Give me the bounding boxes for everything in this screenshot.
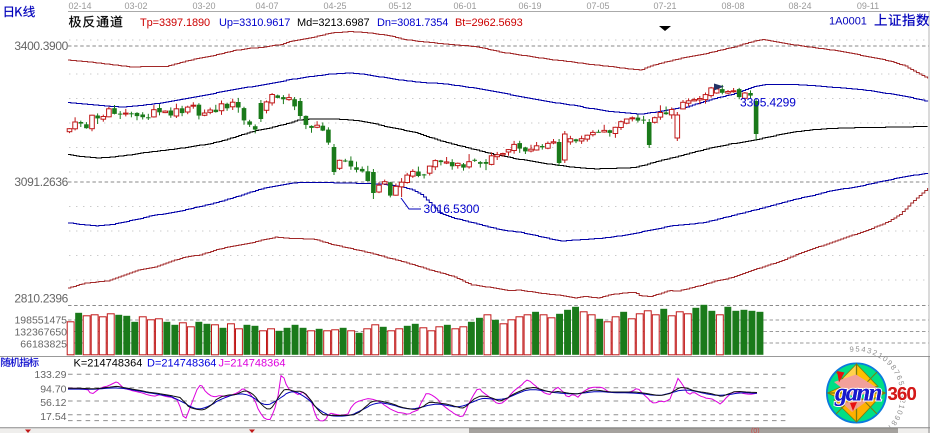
svg-text:5: 5 [855, 344, 859, 353]
svg-text:Dn=3081.7354: Dn=3081.7354 [377, 17, 448, 29]
svg-text:66183825: 66183825 [20, 339, 67, 351]
svg-text:02-14: 02-14 [68, 1, 91, 11]
svg-text:56.12: 56.12 [40, 397, 66, 409]
svg-text:K=214748364: K=214748364 [74, 358, 143, 370]
svg-text:04-25: 04-25 [323, 1, 346, 11]
svg-text:Bt=2962.5693: Bt=2962.5693 [455, 17, 523, 29]
svg-text:94.70: 94.70 [40, 384, 66, 396]
svg-text:05-12: 05-12 [388, 1, 411, 11]
svg-text:Tp=3397.1890: Tp=3397.1890 [140, 17, 210, 29]
svg-text:2810.2396: 2810.2396 [14, 292, 68, 306]
svg-text:03-20: 03-20 [192, 1, 215, 11]
svg-text:06-19: 06-19 [518, 1, 541, 11]
svg-text:09-11: 09-11 [857, 1, 879, 11]
svg-text:(0): (0) [751, 428, 760, 433]
svg-text:133.29: 133.29 [34, 369, 66, 381]
svg-text:17.54: 17.54 [40, 411, 66, 423]
svg-text:08-08: 08-08 [721, 1, 744, 11]
svg-text:07-05: 07-05 [586, 1, 609, 11]
svg-text:Md=3213.6987: Md=3213.6987 [297, 17, 370, 29]
svg-text:3091.2636: 3091.2636 [14, 175, 68, 189]
svg-text:1A0001: 1A0001 [829, 16, 867, 28]
svg-text:08-24: 08-24 [788, 1, 811, 11]
svg-text:J=214748364: J=214748364 [219, 358, 286, 370]
svg-text:Up=3310.9617: Up=3310.9617 [219, 17, 290, 29]
svg-text:06-01: 06-01 [453, 1, 476, 11]
svg-text:03-02: 03-02 [124, 1, 147, 11]
svg-text:D=214748364: D=214748364 [147, 358, 216, 370]
svg-text:3305.4299: 3305.4299 [740, 96, 796, 110]
svg-text:gann: gann [834, 380, 882, 407]
svg-text:132367650: 132367650 [14, 327, 67, 339]
svg-text:360: 360 [888, 383, 917, 404]
svg-text:3400.3900: 3400.3900 [14, 39, 68, 53]
svg-text:198551475: 198551475 [14, 315, 67, 327]
svg-text:3016.5300: 3016.5300 [424, 202, 480, 216]
svg-text:07-21: 07-21 [653, 1, 676, 11]
svg-text:04-07: 04-07 [255, 1, 278, 11]
